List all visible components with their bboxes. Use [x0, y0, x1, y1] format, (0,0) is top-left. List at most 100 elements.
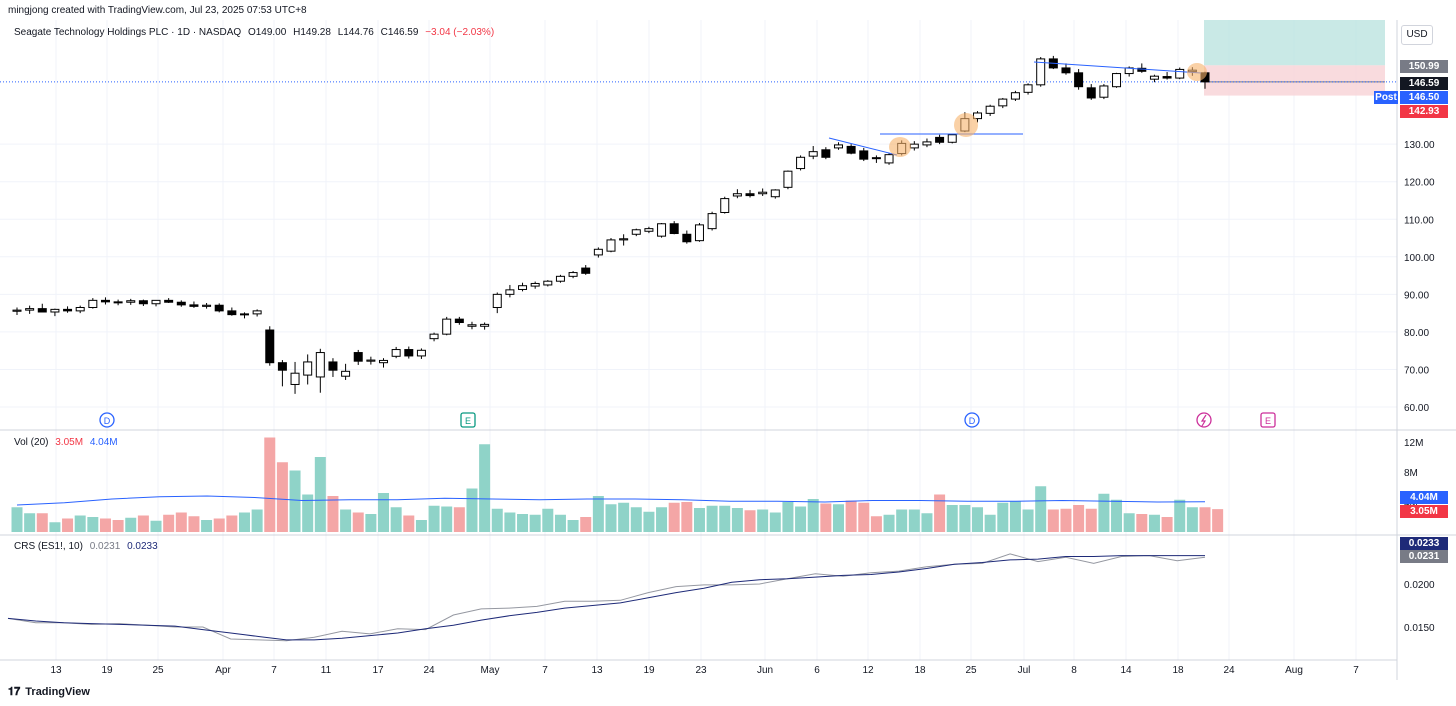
- price-tick-label: 70.00: [1404, 365, 1429, 376]
- volume-bar: [630, 507, 642, 532]
- volume-bar: [870, 516, 882, 532]
- candle-body: [1010, 92, 1020, 100]
- price-tick-label: 100.00: [1404, 253, 1435, 264]
- candle-body: [770, 189, 780, 198]
- candle-body: [467, 324, 477, 327]
- candle-body: [63, 308, 73, 312]
- symbol-title: Seagate Technology Holdings PLC · 1D · N…: [14, 27, 242, 38]
- volume-bar: [744, 510, 756, 532]
- candle-body: [176, 301, 186, 306]
- volume-tick-label: 12M: [1404, 438, 1423, 449]
- crs-line-2: [7, 555, 1205, 641]
- time-tick-label: 7: [1353, 665, 1359, 676]
- time-tick-label: Jul: [1018, 665, 1031, 676]
- volume-bar: [453, 507, 465, 532]
- volume-bar: [276, 462, 288, 532]
- time-tick-label: 6: [814, 665, 820, 676]
- crs-tick-label: 0.0200: [1404, 580, 1435, 591]
- volume-bar: [908, 509, 920, 532]
- volume-bar: [1136, 514, 1148, 532]
- volume-bar: [1161, 517, 1173, 532]
- volume-bar: [226, 515, 238, 532]
- candle-body: [846, 145, 856, 154]
- earnings-marker-label: E: [465, 416, 471, 426]
- volume-bar: [656, 507, 668, 532]
- target-price-label: 150.99: [1400, 60, 1448, 73]
- earnings-marker: [460, 412, 476, 428]
- candle-body: [366, 359, 376, 362]
- candle-body: [303, 361, 313, 376]
- candle-body: [555, 275, 565, 282]
- time-tick-label: 13: [591, 665, 603, 676]
- time-tick-label: 19: [101, 665, 113, 676]
- volume-bar: [491, 508, 503, 532]
- post-price-label: 146.50: [1400, 91, 1448, 104]
- time-tick-label: 14: [1120, 665, 1132, 676]
- volume-bar: [137, 515, 149, 532]
- dividend-marker-label: D: [104, 416, 111, 426]
- volume-bar: [1009, 501, 1021, 532]
- candle-body: [227, 310, 237, 316]
- candle-body: [277, 362, 287, 371]
- volume-bar: [302, 494, 314, 532]
- candle-body: [1061, 67, 1071, 74]
- volume-bar: [769, 512, 781, 532]
- price-tick-label: 110.00: [1404, 215, 1434, 226]
- time-tick-label: Aug: [1285, 665, 1303, 676]
- time-tick-label: May: [481, 665, 500, 676]
- candle-body: [164, 299, 174, 303]
- volume-bar: [403, 515, 415, 532]
- candle-body: [783, 170, 793, 188]
- volume-bar: [441, 506, 453, 532]
- time-tick-label: 11: [321, 665, 332, 676]
- volume-bar: [972, 507, 984, 532]
- candle-body: [1175, 68, 1185, 79]
- volume-bar: [49, 522, 61, 532]
- time-tick-label: 23: [695, 665, 707, 676]
- ohlc-change: −3.04 (−2.03%): [425, 27, 495, 38]
- volume-bar: [921, 513, 933, 532]
- candle-body: [530, 282, 540, 287]
- time-tick-label: 24: [423, 665, 435, 676]
- post-tag: Post: [1374, 91, 1398, 104]
- time-tick-label: 18: [914, 665, 926, 676]
- candle-body: [214, 304, 224, 312]
- time-tick-label: Jun: [757, 665, 773, 676]
- candle-body: [379, 359, 389, 364]
- volume-bar: [150, 520, 162, 532]
- candle-body: [290, 372, 300, 385]
- dividend-marker-label: D: [969, 416, 976, 426]
- volume-bar: [934, 494, 946, 532]
- candle-body: [75, 306, 85, 312]
- candle-body: [12, 309, 22, 312]
- volume-bar: [163, 514, 175, 532]
- volume-bar: [466, 488, 478, 532]
- crs-tick-label: 0.0150: [1404, 623, 1435, 634]
- ohlc-low: L144.76: [337, 27, 374, 38]
- volume-bar: [175, 512, 187, 532]
- crs-legend: CRS (ES1!, 10) 0.0231 0.0233: [14, 541, 158, 552]
- candle-body: [442, 318, 452, 335]
- volume-bar: [251, 509, 263, 532]
- crs-legend-v1: 0.0231: [89, 541, 121, 552]
- volume-ma-label: 4.04M: [1400, 491, 1448, 504]
- candle-body: [922, 141, 932, 146]
- volume-bar: [87, 517, 99, 532]
- crs-legend-v2: 0.0233: [127, 541, 158, 552]
- candle-body: [391, 349, 401, 357]
- earnings-upcoming-marker-label: E: [1265, 416, 1271, 426]
- volume-bar: [125, 517, 137, 532]
- candle-body: [480, 323, 490, 327]
- candle-body: [998, 98, 1008, 107]
- volume-bar: [832, 504, 844, 532]
- volume-bar: [24, 513, 36, 532]
- stop-price-label: 142.93: [1400, 105, 1448, 118]
- currency-button[interactable]: USD: [1401, 25, 1433, 45]
- volume-bar: [580, 517, 592, 532]
- volume-bar: [352, 512, 364, 532]
- candle-body: [568, 272, 578, 277]
- volume-bar: [365, 514, 377, 532]
- time-tick-label: 7: [542, 665, 548, 676]
- candle-body: [821, 149, 831, 158]
